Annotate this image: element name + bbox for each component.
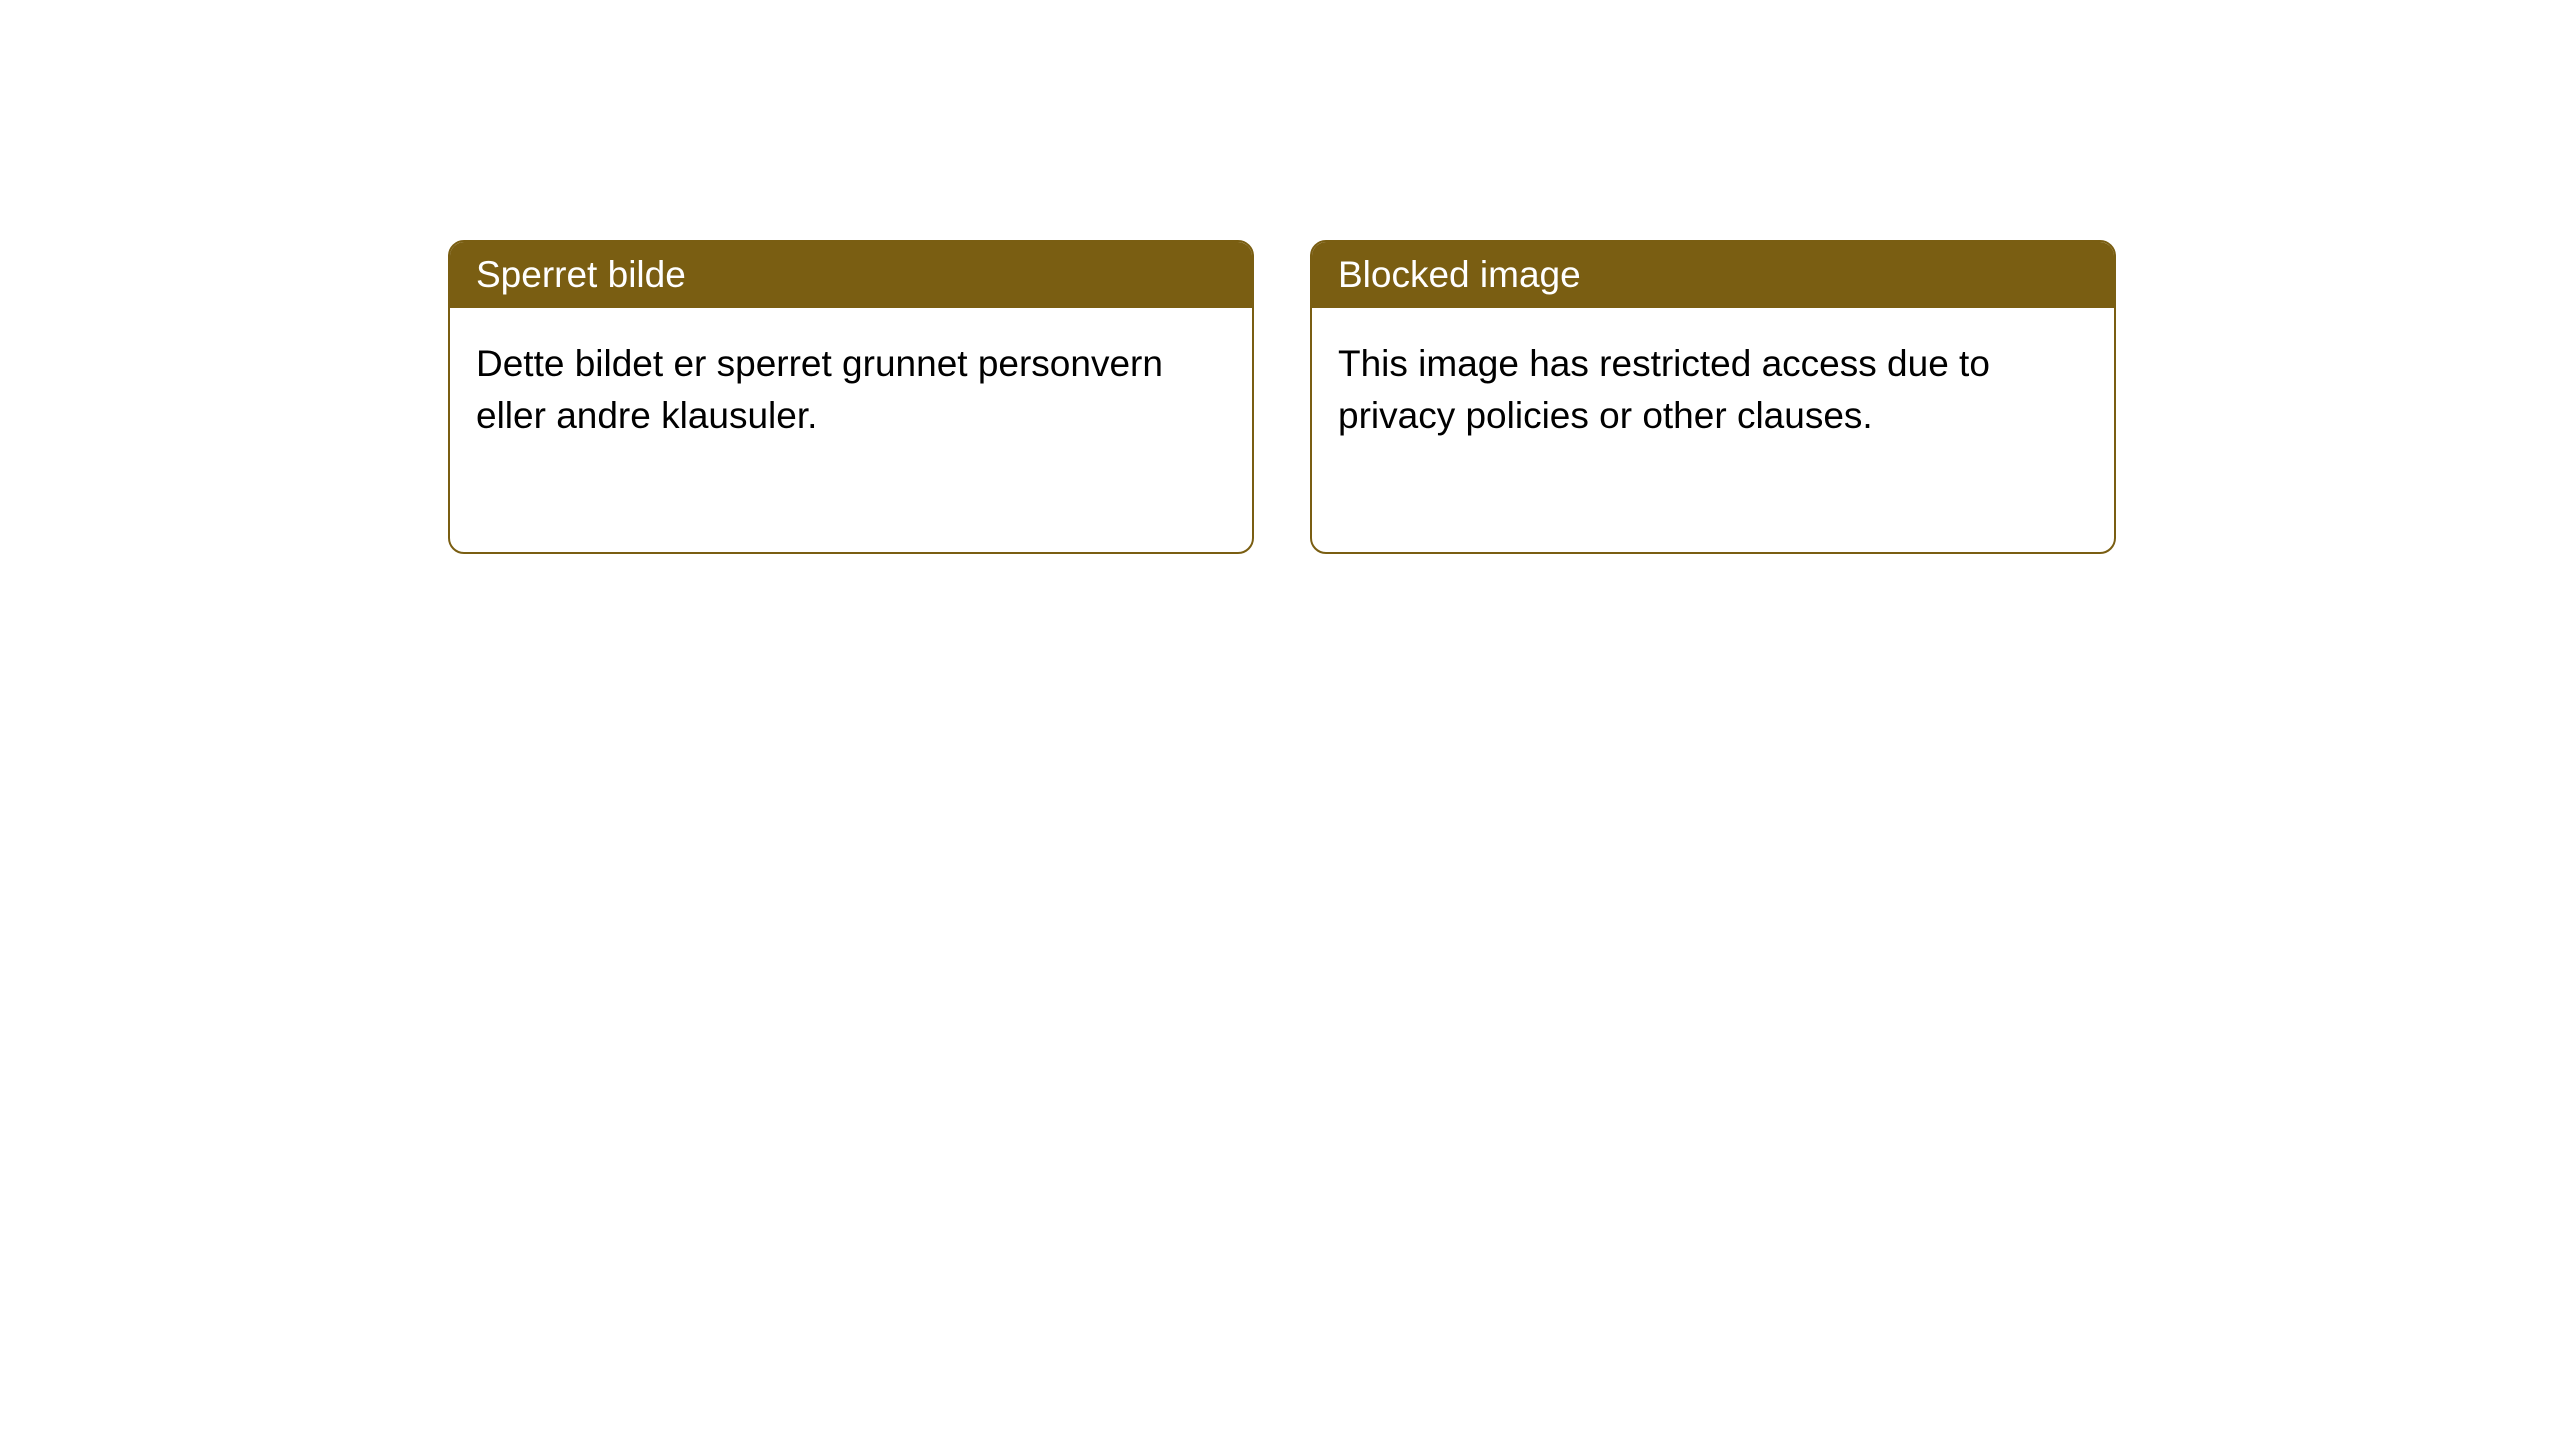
card-title: Blocked image <box>1312 242 2114 308</box>
notice-cards-container: Sperret bilde Dette bildet er sperret gr… <box>0 0 2560 554</box>
card-body-text: This image has restricted access due to … <box>1312 308 2114 552</box>
card-body-text: Dette bildet er sperret grunnet personve… <box>450 308 1252 552</box>
notice-card-norwegian: Sperret bilde Dette bildet er sperret gr… <box>448 240 1254 554</box>
card-title: Sperret bilde <box>450 242 1252 308</box>
notice-card-english: Blocked image This image has restricted … <box>1310 240 2116 554</box>
